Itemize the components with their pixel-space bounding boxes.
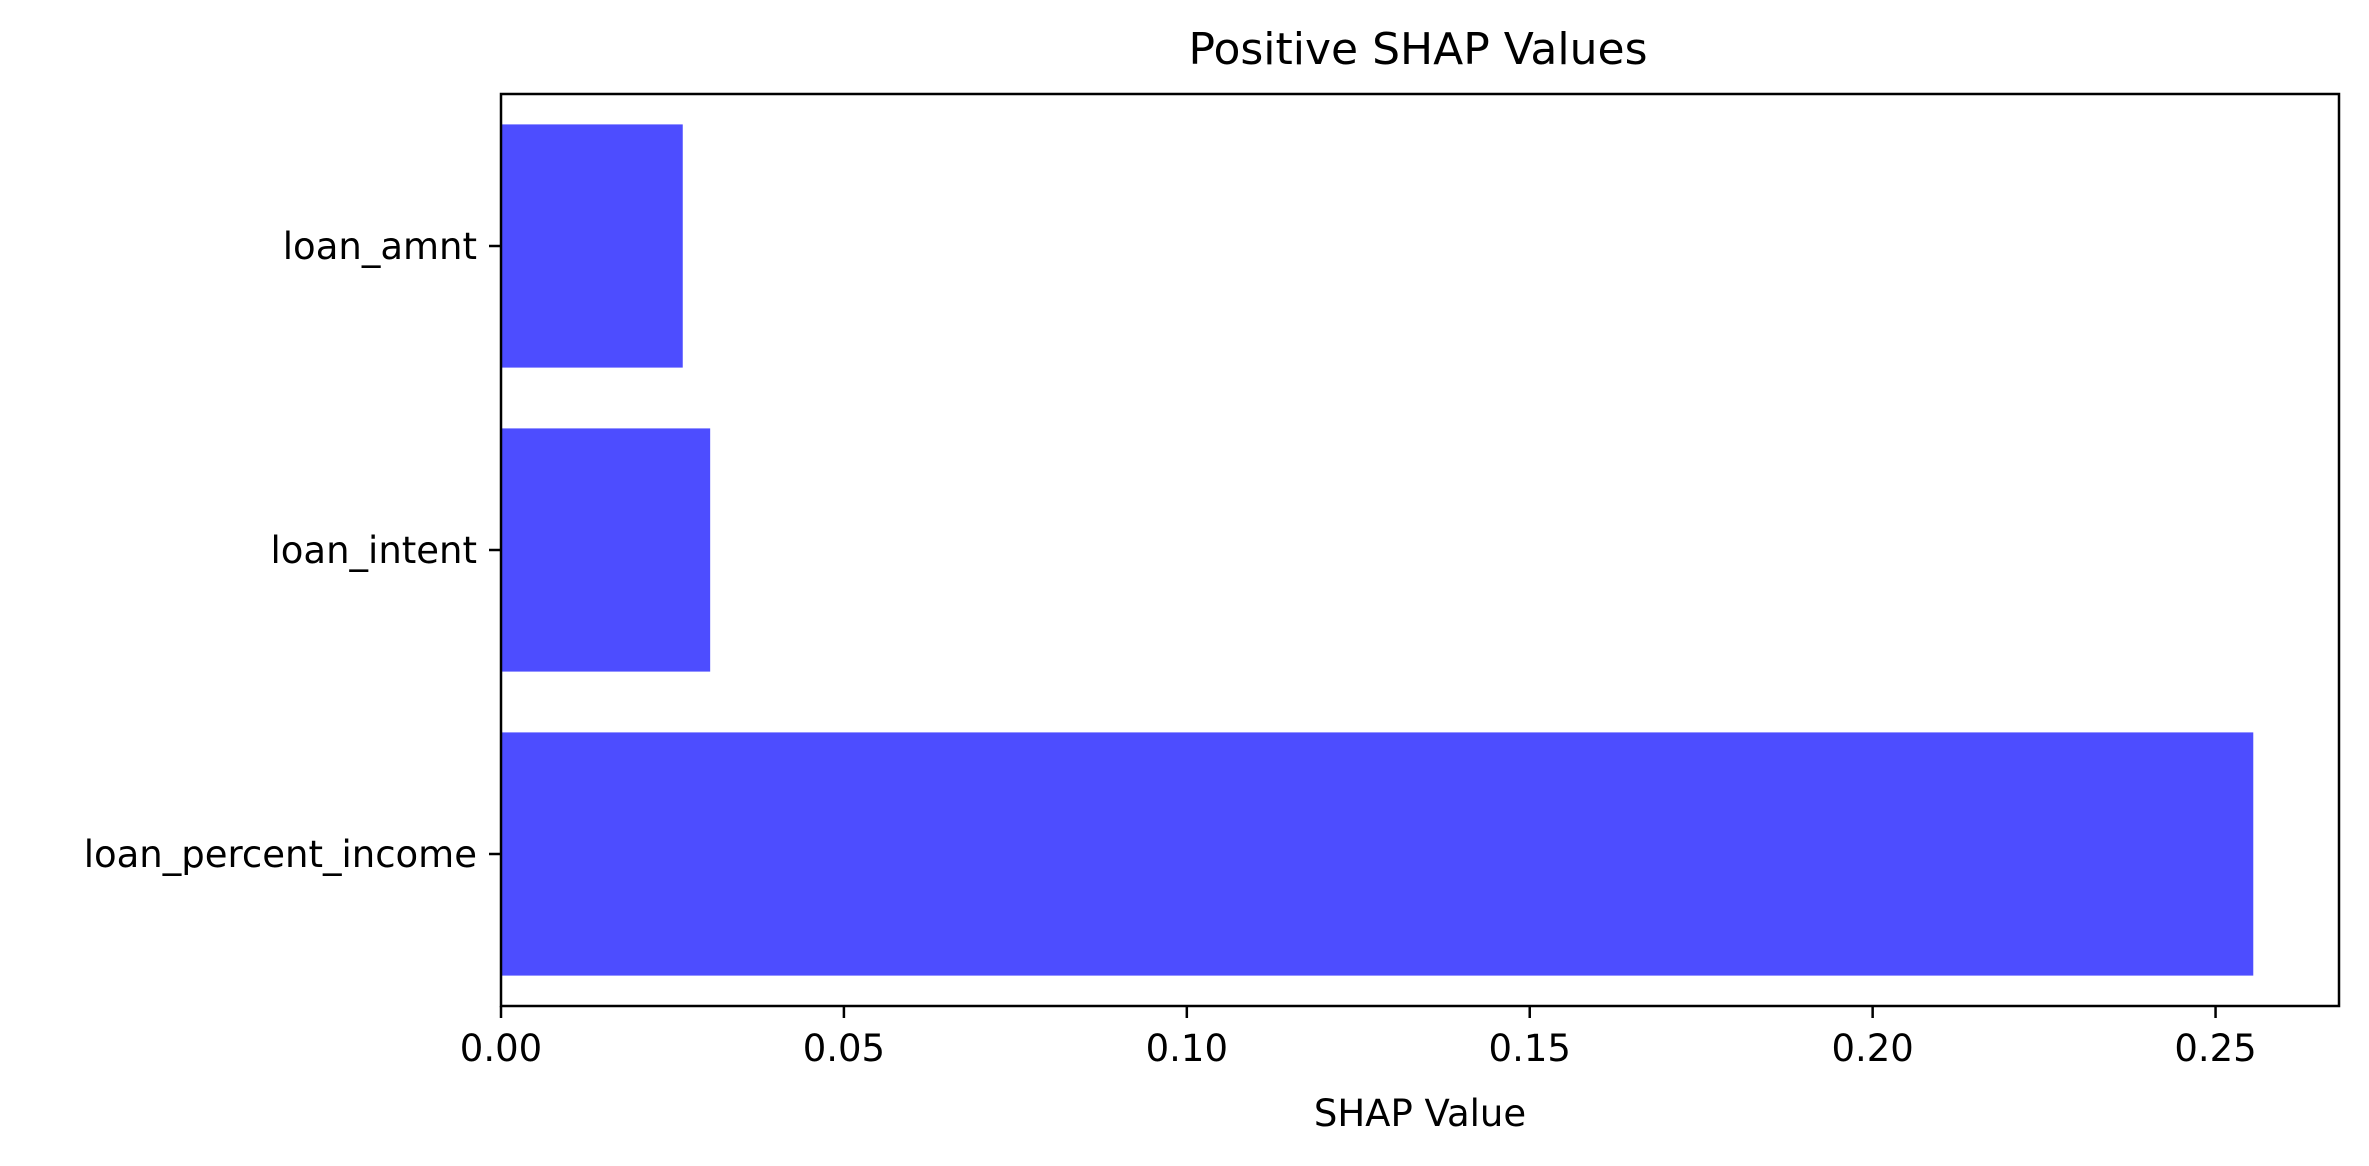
x-tick-label: 0.15: [1489, 1027, 1571, 1070]
x-axis: 0.00 0.05 0.10 0.15 0.20 0.25: [460, 1006, 2257, 1070]
bar-loan-intent: [501, 428, 711, 672]
x-axis-label: SHAP Value: [1314, 1092, 1526, 1135]
y-tick-label: loan_amnt: [283, 225, 477, 268]
x-tick-label: 0.20: [1831, 1027, 1913, 1070]
bar-loan-percent-income: [501, 732, 2254, 976]
bar-loan-amnt: [501, 124, 683, 368]
x-tick-label: 0.25: [2174, 1027, 2256, 1070]
bars-layer: [501, 124, 2254, 976]
x-tick-label: 0.00: [460, 1027, 542, 1070]
y-tick-label: loan_intent: [271, 529, 478, 572]
x-tick-label: 0.10: [1146, 1027, 1228, 1070]
y-tick-label: loan_percent_income: [84, 833, 477, 876]
x-tick-label: 0.05: [803, 1027, 885, 1070]
chart-title: Positive SHAP Values: [1189, 24, 1648, 75]
y-axis: loan_amnt loan_intent loan_percent_income: [84, 225, 501, 876]
